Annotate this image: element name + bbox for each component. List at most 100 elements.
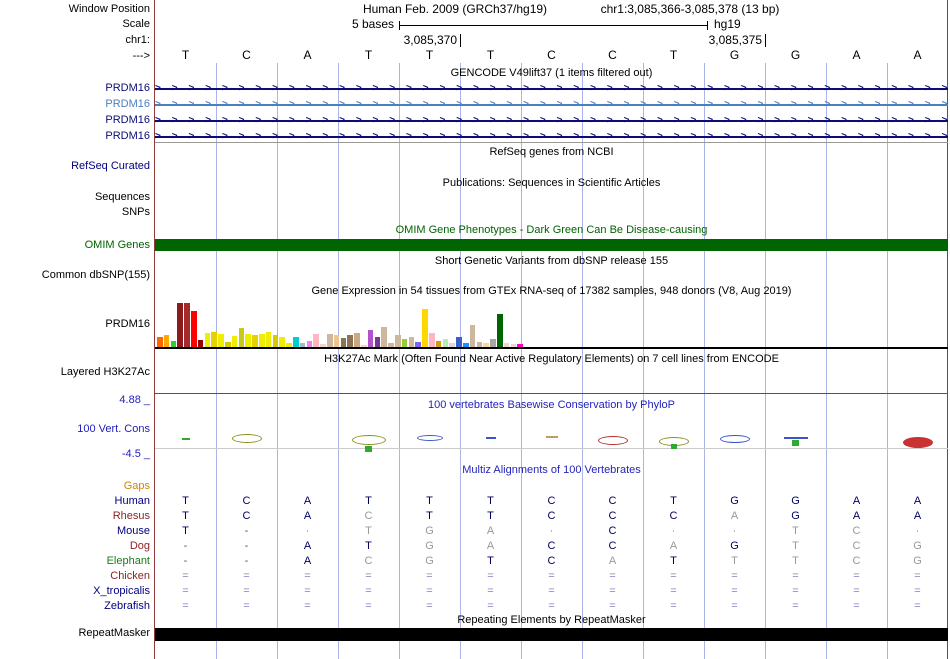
chevron-right-icon: >	[807, 83, 814, 94]
gtex-tissue-bar	[313, 334, 319, 347]
coordinate-tick	[765, 34, 766, 47]
alignment-base: =	[914, 570, 921, 582]
multiz-row-label-x-tropicalis[interactable]: X_tropicalis	[93, 585, 150, 597]
chevron-right-icon: >	[824, 99, 831, 110]
chevron-right-icon: >	[824, 131, 831, 142]
chevron-right-icon: >	[155, 99, 161, 110]
gencode-transcript-row[interactable]: > > > > > > > > > > > > > > > > > > > > > > > > > > > > > > > > > > > > > > > >…	[155, 82, 948, 95]
gencode-track-title: GENCODE V49lift37 (1 items filtered out)	[450, 67, 653, 79]
alignment-base: =	[365, 585, 372, 597]
chevron-right-icon: >	[322, 131, 329, 142]
chevron-right-icon: >	[305, 131, 312, 142]
h3k27ac-label[interactable]: Layered H3K27Ac	[60, 366, 150, 378]
alignment-base: C	[364, 510, 373, 522]
gencode-item-label[interactable]: PRDM16	[105, 114, 150, 126]
chevron-right-icon: >	[171, 131, 178, 142]
multiz-row-label-zebrafish[interactable]: Zebrafish	[104, 600, 150, 612]
gencode-item-label[interactable]: PRDM16	[105, 98, 150, 110]
chevron-right-icon: >	[824, 83, 831, 94]
chevron-right-icon: >	[472, 83, 479, 94]
chevron-right-icon: >	[707, 83, 714, 94]
alignment-base: A	[852, 495, 861, 507]
alignment-base: C	[608, 540, 617, 552]
alignment-base: A	[608, 555, 617, 567]
omim-genes-label[interactable]: OMIM Genes	[84, 239, 150, 251]
gtex-tissue-bar	[163, 335, 170, 347]
chevron-right-icon: >	[690, 115, 697, 126]
chevron-right-icon: >	[941, 83, 948, 94]
conservation-mark	[597, 436, 628, 445]
chevron-right-icon: >	[606, 99, 613, 110]
gtex-gene-label[interactable]: PRDM16	[105, 318, 150, 330]
gencode-item-label[interactable]: PRDM16	[105, 82, 150, 94]
chevron-right-icon: >	[422, 115, 429, 126]
base-guideline	[765, 63, 766, 659]
refseq-curated-label[interactable]: RefSeq Curated	[71, 160, 150, 172]
multiz-row-label-rhesus[interactable]: Rhesus	[112, 510, 150, 522]
chevron-right-icon: >	[422, 131, 429, 142]
base-guideline	[399, 63, 400, 659]
chevron-right-icon: >	[305, 83, 312, 94]
chevron-right-icon: >	[155, 83, 161, 94]
base-guideline	[216, 63, 217, 659]
sequences-label[interactable]: Sequences	[94, 191, 150, 203]
chevron-right-icon: >	[623, 83, 630, 94]
alignment-base: T	[487, 495, 494, 507]
alignment-base: =	[914, 600, 921, 612]
chevron-right-icon: >	[723, 83, 730, 94]
alignment-base: C	[547, 555, 556, 567]
base-guideline	[826, 63, 827, 659]
gencode-transcript-row[interactable]: > > > > > > > > > > > > > > > > > > > > > > > > > > > > > > > > > > > > > > > >…	[155, 98, 948, 111]
omim-gene-bar[interactable]	[155, 239, 948, 251]
chevron-right-icon: >	[238, 115, 245, 126]
gtex-tissue-bar	[184, 303, 190, 347]
gtex-tissue-bar	[483, 343, 489, 347]
chevron-right-icon: >	[472, 131, 479, 142]
transcript-line	[155, 104, 948, 106]
gtex-tissue-bar	[293, 337, 299, 347]
chevron-right-icon: >	[339, 83, 345, 94]
chevron-right-icon: >	[355, 99, 362, 110]
ruler-base: G	[729, 48, 740, 62]
chevron-right-icon: >	[690, 99, 697, 110]
gtex-tissue-bar	[490, 339, 496, 347]
multiz-row-label-chicken[interactable]: Chicken	[110, 570, 150, 582]
ruler-base: C	[242, 48, 251, 62]
gencode-transcript-row[interactable]: > > > > > > > > > > > > > > > > > > > > > > > > > > > > > > > > > > > > > > > >…	[155, 130, 948, 143]
multiz-row-label-gaps[interactable]: Gaps	[123, 480, 150, 492]
conservation-mark	[719, 435, 750, 443]
dbsnp-label[interactable]: Common dbSNP(155)	[41, 269, 150, 281]
chromosome-label: chr1:	[125, 34, 150, 46]
chevron-right-icon: >	[272, 115, 278, 126]
chevron-right-icon: >	[774, 131, 781, 142]
gtex-tissue-bar	[429, 333, 435, 347]
gtex-tissue-bar	[265, 332, 272, 347]
chevron-right-icon: >	[255, 99, 262, 110]
gtex-tissue-bar	[204, 333, 211, 347]
chevron-right-icon: >	[339, 115, 345, 126]
multiz-row-label-mouse[interactable]: Mouse	[116, 525, 150, 537]
gencode-transcript-row[interactable]: > > > > > > > > > > > > > > > > > > > > > > > > > > > > > > > > > > > > > > > >…	[155, 114, 948, 127]
gtex-tissue-bar	[347, 335, 353, 347]
chevron-right-icon: >	[539, 131, 546, 142]
multiz-row-label-elephant[interactable]: Elephant	[106, 555, 150, 567]
repeatmasker-element-bar[interactable]	[155, 628, 948, 641]
chevron-right-icon: >	[707, 131, 714, 142]
chevron-right-icon: >	[723, 131, 730, 142]
chevron-right-icon: >	[790, 83, 797, 94]
gtex-tissue-bar	[333, 335, 340, 347]
gencode-item-label[interactable]: PRDM16	[105, 130, 150, 142]
repeatmasker-track-title: Repeating Elements by RepeatMasker	[457, 614, 646, 626]
chevron-right-icon: >	[640, 83, 647, 94]
chevron-right-icon: >	[506, 83, 513, 94]
alignment-base: T	[365, 525, 372, 537]
multiz-row-label-human[interactable]: Human	[114, 495, 150, 507]
gtex-tissue-bar	[401, 339, 408, 347]
multiz-row-label-dog[interactable]: Dog	[129, 540, 150, 552]
chevron-right-icon: >	[372, 83, 379, 94]
alignment-base: =	[243, 600, 250, 612]
chevron-right-icon: >	[372, 99, 379, 110]
snps-label[interactable]: SNPs	[121, 206, 150, 218]
conservation-track-label[interactable]: 100 Vert. Cons	[77, 423, 150, 435]
repeatmasker-label[interactable]: RepeatMasker	[78, 627, 150, 639]
